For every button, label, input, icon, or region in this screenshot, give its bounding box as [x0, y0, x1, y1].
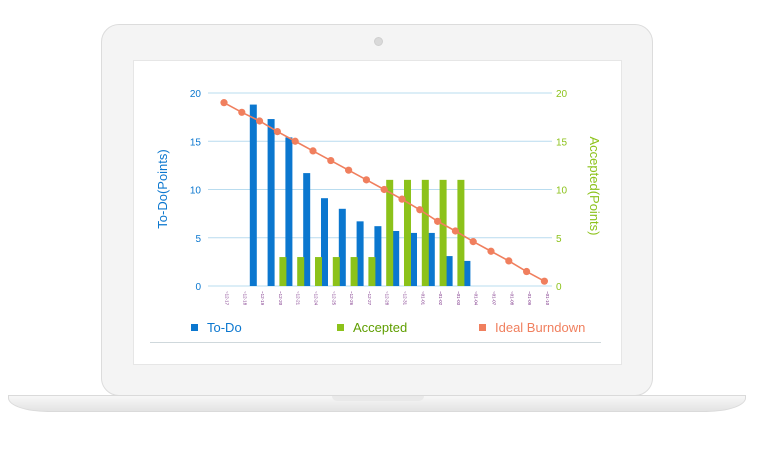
ideal-burndown-point: [380, 185, 388, 194]
x-tick-label: ~12-27: [367, 291, 372, 306]
x-tick-label: ~12-17: [225, 291, 230, 306]
ideal-burndown-point: [309, 147, 317, 155]
x-tick-label: ~12-24: [314, 291, 319, 306]
x-tick-label: ~01-02: [438, 291, 443, 306]
bar-todo: [410, 232, 417, 286]
bar-todo: [303, 173, 311, 286]
ideal-burndown-point: [273, 128, 281, 136]
y-axis-title-left: To-Do(Points): [155, 149, 170, 228]
ideal-burndown-point: [238, 108, 246, 116]
legend-item-ideal-burndown[interactable]: Ideal Burndown: [479, 319, 585, 335]
y-tick-label-right: 15: [556, 137, 568, 148]
bar-accepted: [439, 179, 447, 286]
bar-accepted: [350, 257, 358, 286]
legend-label-ideal-burndown: Ideal Burndown: [495, 319, 586, 335]
bar-todo: [374, 226, 382, 286]
bar-accepted: [368, 257, 376, 286]
bar-todo: [285, 137, 293, 286]
bar-todo: [267, 119, 275, 287]
y-tick-label-right: 0: [556, 282, 562, 293]
x-tick-label: ~12-31: [403, 291, 408, 306]
ideal-burndown-point: [256, 117, 264, 125]
y-tick-label-left: 20: [190, 89, 202, 100]
x-tick-label: ~01-10: [545, 291, 550, 306]
ideal-burndown-point: [523, 267, 531, 276]
x-tick-label: ~01-04: [474, 291, 479, 306]
legend-swatch-todo: [191, 323, 198, 331]
ideal-burndown-point: [451, 227, 459, 235]
x-tick-label: ~01-01: [420, 291, 425, 306]
y-axis-title-right: Accepted(Points): [587, 137, 602, 236]
ideal-burndown-point: [362, 176, 370, 184]
bar-accepted: [332, 257, 340, 286]
ideal-burndown-point: [416, 206, 424, 214]
legend-item-accepted[interactable]: Accepted: [337, 319, 407, 335]
x-tick-label: ~01-03: [456, 291, 461, 306]
legend-label-todo: To-Do: [207, 319, 242, 335]
y-tick-label-left: 5: [195, 234, 201, 245]
x-tick-label: ~12-20: [278, 291, 283, 306]
x-tick-label: ~12-25: [331, 291, 336, 306]
bar-todo: [249, 104, 257, 286]
legend-label-accepted: Accepted: [353, 319, 408, 335]
bar-accepted: [421, 179, 429, 286]
ideal-burndown-point: [434, 217, 442, 225]
bar-todo: [463, 260, 471, 286]
bar-accepted: [386, 179, 394, 286]
y-tick-label-right: 20: [556, 89, 568, 100]
bar-accepted: [457, 179, 465, 286]
bar-todo: [427, 232, 435, 286]
x-tick-label: ~12-21: [296, 291, 301, 306]
ideal-burndown-point: [291, 137, 299, 145]
ideal-burndown-point: [220, 99, 228, 107]
y-tick-label-right: 5: [556, 234, 562, 245]
ideal-burndown-point: [487, 247, 495, 255]
ideal-burndown-point: [540, 277, 549, 285]
x-tick-label: ~01-07: [492, 291, 497, 306]
laptop-lid: [101, 24, 653, 396]
y-tick-label-left: 0: [195, 282, 201, 293]
legend-swatch-accepted: [337, 323, 344, 331]
x-tick-label: ~01-08: [509, 291, 514, 306]
ideal-burndown-point: [398, 195, 406, 203]
y-tick-label-right: 10: [556, 186, 568, 197]
camera-dot: [374, 37, 383, 46]
y-tick-label-left: 10: [190, 186, 202, 197]
bar-todo: [356, 221, 364, 286]
ideal-burndown-point: [345, 166, 353, 174]
bar-todo: [445, 256, 453, 286]
bar-todo: [338, 208, 346, 286]
laptop-base-notch: [332, 396, 424, 401]
legend-item-todo[interactable]: To-Do: [191, 319, 242, 335]
x-tick-label: ~12-19: [260, 291, 265, 306]
x-tick-label: ~12-18: [242, 291, 247, 306]
bar-accepted: [404, 179, 411, 286]
legend-swatch-ideal-burndown: [479, 323, 486, 331]
bar-todo: [321, 198, 328, 286]
ideal-burndown-point: [327, 156, 335, 165]
x-tick-label: ~01-09: [527, 291, 532, 306]
x-tick-label: ~12-26: [349, 291, 354, 306]
bar-accepted: [315, 257, 322, 286]
y-tick-label-left: 15: [190, 137, 202, 148]
x-tick-label: ~12-28: [385, 291, 390, 306]
bar-todo: [392, 230, 400, 286]
laptop-screen: [133, 60, 622, 365]
bar-accepted: [279, 257, 287, 286]
legend-divider: [150, 342, 601, 343]
bar-accepted: [297, 257, 305, 286]
ideal-burndown-point: [469, 238, 477, 246]
ideal-burndown-point: [505, 257, 513, 265]
